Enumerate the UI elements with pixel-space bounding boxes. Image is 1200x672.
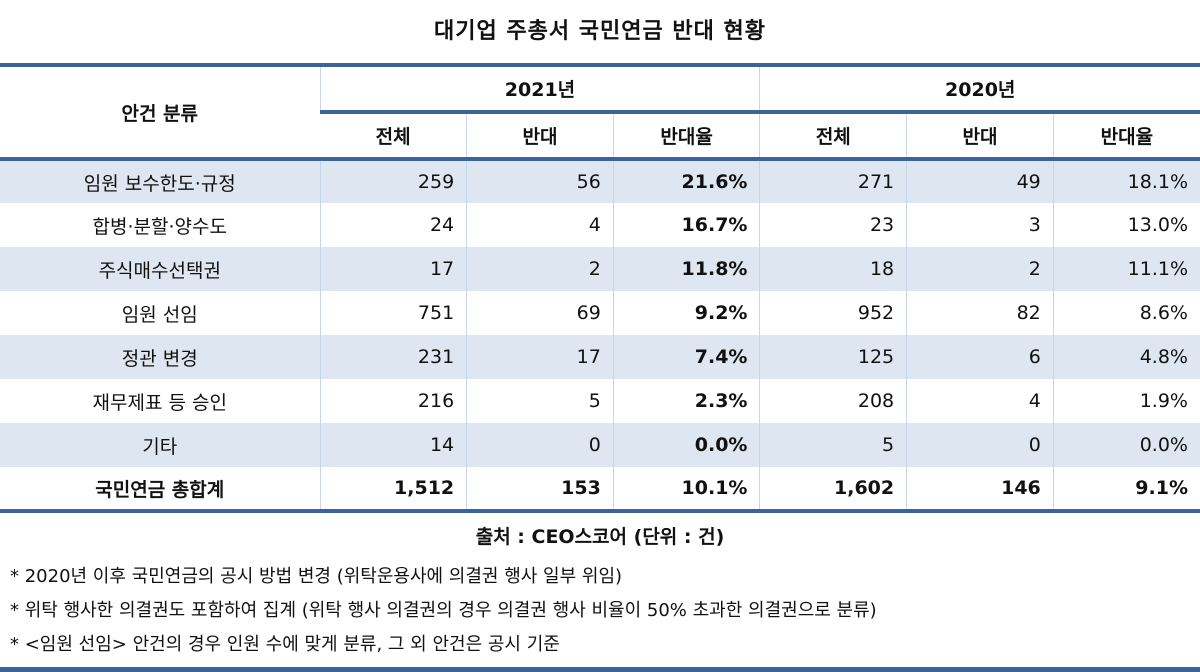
against-cell: 2 [466, 247, 614, 291]
rate-cell: 0.0% [612, 423, 760, 467]
rate-cell: 7.4% [612, 335, 760, 379]
rate-cell: 8.6% [1052, 291, 1200, 335]
header-rate: 반대율 [1052, 110, 1200, 159]
total-cell: 5 [759, 423, 907, 467]
header-rate: 반대율 [612, 110, 760, 159]
table-title: 대기업 주총서 국민연금 반대 현황 [434, 19, 766, 44]
total-cell: 952 [759, 291, 907, 335]
total-cell: 259 [319, 157, 467, 203]
total-cell: 125 [759, 335, 907, 379]
total-cell: 208 [759, 379, 907, 423]
table-row: 기타 14 0 0.0% 5 0 0.0% [0, 423, 1200, 467]
footnote: * 위탁 행사한 의결권도 포함하여 집계 (위탁 행사 의결권의 경우 의결권… [10, 600, 877, 621]
total-cell: 271 [759, 157, 907, 203]
footnote: * 2020년 이후 국민연금의 공시 방법 변경 (위탁운용사에 의결권 행사… [10, 566, 623, 587]
rate-cell: 9.1% [1052, 467, 1200, 513]
rate-cell: 9.2% [612, 291, 760, 335]
against-cell: 82 [906, 291, 1054, 335]
table-row: 임원 보수한도·규정 259 56 21.6% 271 49 18.1% [0, 157, 1200, 203]
category-cell: 국민연금 총합계 [0, 467, 320, 513]
against-cell: 4 [906, 379, 1054, 423]
footnote: * <임원 선임> 안건의 경우 인원 수에 맞게 분류, 그 외 안건은 공시… [10, 634, 560, 655]
rate-cell: 16.7% [612, 203, 760, 247]
category-cell: 임원 선임 [121, 303, 198, 326]
against-cell: 3 [906, 203, 1054, 247]
header-total: 전체 [320, 110, 467, 159]
total-cell: 216 [319, 379, 467, 423]
opposition-table: 안건 분류 2021년 2020년 전체 반대 반대율 전체 반대 반대율 임원… [0, 63, 1200, 513]
rate-cell: 2.3% [612, 379, 760, 423]
category-cell: 임원 보수한도·규정 [0, 157, 320, 203]
table-row: 합병·분할·양수도 24 4 16.7% 23 3 13.0% [0, 203, 1200, 247]
rate-cell: 10.1% [612, 467, 760, 513]
total-cell: 14 [319, 423, 467, 467]
rate-cell: 4.8% [1052, 335, 1200, 379]
table-row: 주식매수선택권 17 2 11.8% 18 2 11.1% [0, 247, 1200, 291]
against-cell: 2 [906, 247, 1054, 291]
category-cell: 합병·분할·양수도 [92, 215, 227, 238]
total-cell: 18 [759, 247, 907, 291]
rate-cell: 11.1% [1052, 247, 1200, 291]
category-header: 안건 분류 [121, 102, 199, 125]
total-cell: 23 [759, 203, 907, 247]
rate-cell: 13.0% [1052, 203, 1200, 247]
total-cell: 17 [319, 247, 467, 291]
against-cell: 56 [466, 157, 614, 203]
against-cell: 4 [466, 203, 614, 247]
rate-cell: 1.9% [1052, 379, 1200, 423]
year-header-2021: 2021년 [319, 65, 760, 112]
category-cell: 기타 [0, 423, 320, 467]
sub-header-row: 전체 반대 반대율 전체 반대 반대율 [0, 110, 1200, 159]
against-cell: 6 [906, 335, 1054, 379]
rate-cell: 0.0% [1052, 423, 1200, 467]
category-cell: 재무제표 등 승인 [92, 391, 227, 414]
year-header-row: 안건 분류 2021년 2020년 [0, 65, 1200, 125]
rate-cell: 18.1% [1052, 157, 1200, 203]
header-against: 반대 [466, 110, 614, 159]
total-row: 국민연금 총합계 1,512 153 10.1% 1,602 146 9.1% [0, 467, 1200, 513]
total-cell: 231 [319, 335, 467, 379]
against-cell: 153 [466, 467, 614, 513]
total-cell: 1,602 [759, 467, 907, 513]
table-row: 정관 변경 231 17 7.4% 125 6 4.8% [0, 335, 1200, 379]
total-cell: 1,512 [319, 467, 467, 513]
total-cell: 24 [319, 203, 467, 247]
against-cell: 17 [466, 335, 614, 379]
bottom-divider [0, 667, 1200, 672]
source-note: 출처 : CEO스코어 (단위 : 건) [475, 526, 725, 548]
category-cell: 주식매수선택권 [0, 247, 320, 291]
category-cell: 정관 변경 [0, 335, 320, 379]
against-cell: 5 [466, 379, 614, 423]
against-cell: 0 [906, 423, 1054, 467]
header-total: 전체 [759, 110, 907, 159]
rate-cell: 21.6% [612, 157, 760, 203]
against-cell: 146 [906, 467, 1054, 513]
rate-cell: 11.8% [612, 247, 760, 291]
against-cell: 49 [906, 157, 1054, 203]
against-cell: 0 [466, 423, 614, 467]
year-header-2020: 2020년 [759, 65, 1200, 112]
total-cell: 751 [319, 291, 467, 335]
against-cell: 69 [466, 291, 614, 335]
header-against: 반대 [906, 110, 1054, 159]
table-row: 임원 선임 751 69 9.2% 952 82 8.6% [0, 291, 1200, 335]
table-row: 재무제표 등 승인 216 5 2.3% 208 4 1.9% [0, 379, 1200, 423]
